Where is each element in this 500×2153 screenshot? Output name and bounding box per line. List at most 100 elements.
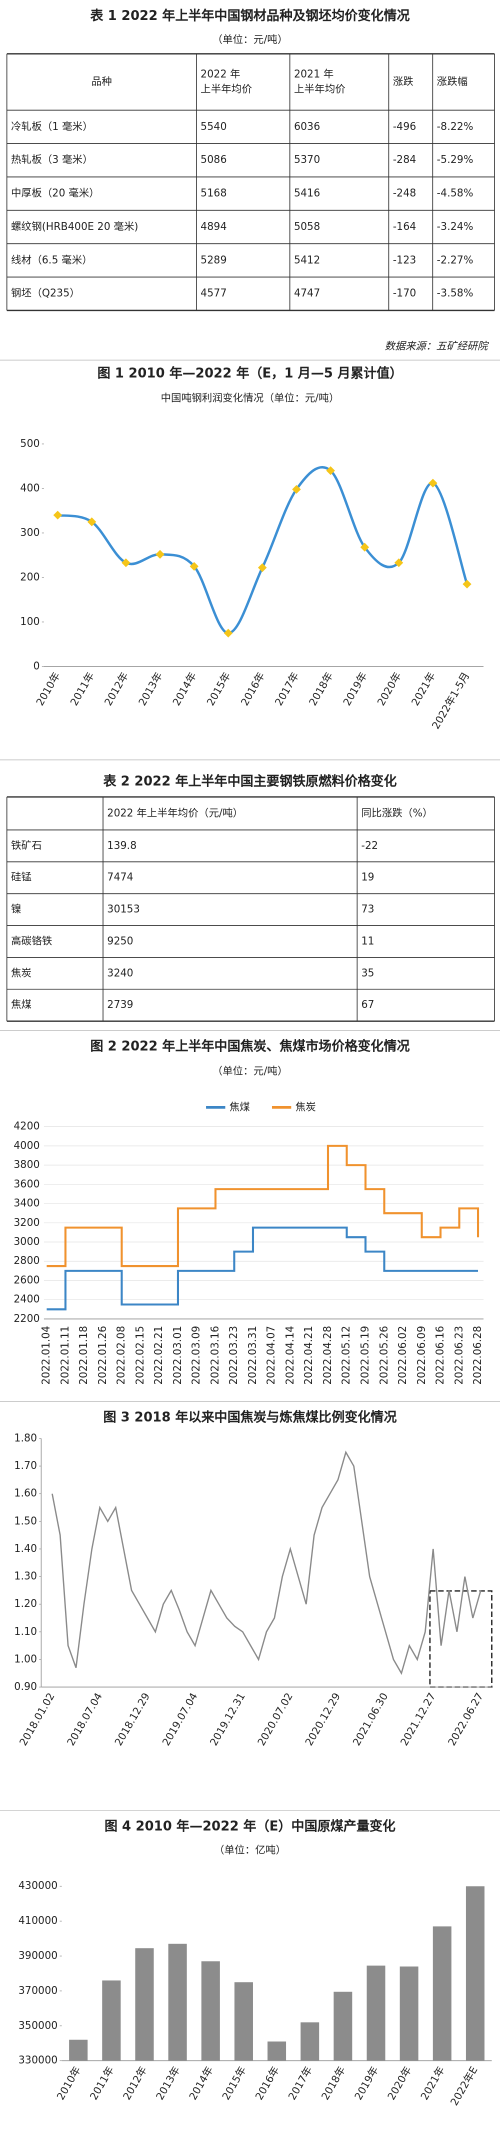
x-tick-label: 2022.03.23	[228, 1326, 240, 1385]
chart-title: 图 1 2010 年—2022 年（E，1 月—5 月累计值）	[97, 365, 402, 381]
y-tick-label: 1.00	[14, 1653, 37, 1665]
y-tick-label: 1.60	[14, 1488, 37, 1500]
table-title: 表 1 2022 年上半年中国钢材品种及钢坯均价变化情况	[90, 8, 410, 24]
chart-title: 图 4 2010 年—2022 年（E）中国原煤产量变化	[104, 1819, 395, 1835]
table-cell: -170	[393, 288, 416, 300]
y-tick-label: 1.20	[14, 1598, 37, 1610]
bar	[267, 2041, 287, 2061]
table-cell: 5412	[294, 254, 320, 266]
table-cell: -5.29%	[437, 154, 474, 166]
x-tick-label: 2022.02.15	[134, 1326, 146, 1385]
marker	[155, 549, 165, 559]
table-cell: 73	[361, 904, 374, 916]
x-tick-label: 2022.03.09	[191, 1326, 203, 1385]
table-cell: -164	[393, 221, 416, 233]
row-label: 硅锰	[11, 871, 32, 884]
table-title: 表 2 2022 年上半年中国主要钢铁原燃料价格变化	[103, 773, 397, 789]
table-header: 2022 年上半年均价（元/吨）	[107, 806, 243, 819]
table-cell: 7474	[107, 872, 133, 884]
marker	[53, 510, 63, 520]
y-tick-label: 3000	[14, 1236, 40, 1248]
table-cell: -4.58%	[437, 188, 474, 200]
bar	[399, 1966, 419, 2061]
marker	[428, 478, 438, 488]
table-header: 涨跌幅	[437, 75, 468, 88]
table-cell: 5416	[294, 188, 320, 200]
y-tick-label: 400	[20, 482, 40, 494]
table-cell: 30153	[107, 904, 140, 916]
table-header: 品种	[91, 75, 112, 88]
y-tick-label: 3200	[14, 1217, 40, 1229]
legend-label: 焦煤	[229, 1100, 250, 1113]
y-tick-label: 1.30	[14, 1571, 37, 1583]
x-tick-label: 2022.03.16	[209, 1326, 221, 1385]
y-tick-label: 500	[20, 438, 40, 450]
x-tick-label: 2022.04.21	[303, 1326, 315, 1385]
y-tick-label: 3800	[14, 1159, 40, 1171]
y-tick-label: 3600	[14, 1178, 40, 1190]
x-tick-label: 2022.06.23	[453, 1326, 465, 1385]
x-tick-label: 2022.06.16	[435, 1326, 447, 1385]
chart-title: 图 3 2018 年以来中国焦炭与炼焦煤比例变化情况	[103, 1409, 397, 1425]
table-cell: -22	[361, 840, 378, 852]
bar	[366, 1965, 386, 2061]
line	[57, 466, 469, 635]
marker	[121, 558, 131, 568]
table-cell: 67	[361, 999, 374, 1011]
x-tick-label: 2022.06.09	[416, 1326, 428, 1385]
marker	[326, 466, 335, 476]
bar	[300, 2022, 320, 2061]
marker	[257, 563, 267, 573]
bar	[234, 1982, 253, 2061]
y-tick-label: 370000	[18, 1985, 57, 1997]
table-cell: 11	[361, 935, 374, 947]
x-tick-label: 2022.04.28	[322, 1326, 334, 1385]
x-tick-label: 2022.03.01	[172, 1326, 184, 1385]
x-tick-label: 2022.06.28	[472, 1326, 484, 1385]
row-label: 螺纹钢(HRB400E 20 毫米)	[11, 220, 138, 233]
chart-subtitle: 中国吨钢利润变化情况（单位：元/吨）	[161, 392, 340, 405]
row-label: 热轧板（3 毫米）	[11, 153, 93, 166]
y-tick-label: 1.70	[14, 1460, 37, 1472]
x-tick-label: 2022.06.02	[397, 1326, 409, 1385]
row-label: 焦炭	[11, 966, 32, 979]
table-cell: 4577	[201, 288, 227, 300]
bar	[465, 1886, 485, 2061]
table-header: 2021 年	[294, 67, 334, 80]
table-cell: 4747	[294, 288, 320, 300]
x-tick-label: 2022.01.11	[59, 1326, 71, 1385]
table-header: 上半年均价	[201, 83, 252, 96]
bar	[135, 1948, 154, 2061]
y-tick-label: 390000	[18, 1950, 57, 1962]
table-cell: 139.8	[107, 840, 136, 852]
table-header: 2022 年	[201, 67, 241, 80]
y-tick-label: 4000	[14, 1140, 40, 1152]
table-header: 同比涨跌（%）	[361, 806, 433, 819]
y-tick-label: 350000	[18, 2020, 57, 2032]
x-tick-label: 2022.01.26	[97, 1326, 109, 1385]
chart-title: 图 2 2022 年上半年中国焦炭、焦煤市场价格变化情况	[90, 1038, 410, 1054]
row-label: 中厚板（20 毫米）	[11, 187, 99, 200]
y-tick-label: 2400	[14, 1294, 40, 1306]
bar	[333, 1991, 353, 2061]
x-tick-label: 2022.05.12	[341, 1326, 353, 1385]
y-tick-label: 1.40	[14, 1543, 37, 1555]
table-cell: -8.22%	[437, 121, 474, 133]
line	[46, 1144, 480, 1268]
legend-label: 焦炭	[295, 1100, 316, 1113]
y-tick-label: 430000	[18, 1880, 57, 1892]
bar	[102, 1980, 121, 2061]
bar	[432, 1926, 452, 2061]
marker	[360, 542, 370, 552]
y-tick-label: 2800	[14, 1255, 40, 1267]
marker	[189, 561, 199, 571]
y-tick-label: 300	[20, 527, 40, 539]
line	[51, 1450, 482, 1676]
y-tick-label: 1.50	[14, 1515, 37, 1527]
chart-subtitle: （单位：亿吨）	[214, 1844, 286, 1857]
y-tick-label: 2600	[14, 1274, 40, 1286]
source-note: 数据来源：五矿经研院	[385, 340, 490, 352]
row-label: 冷轧板（1 毫米）	[11, 120, 93, 133]
